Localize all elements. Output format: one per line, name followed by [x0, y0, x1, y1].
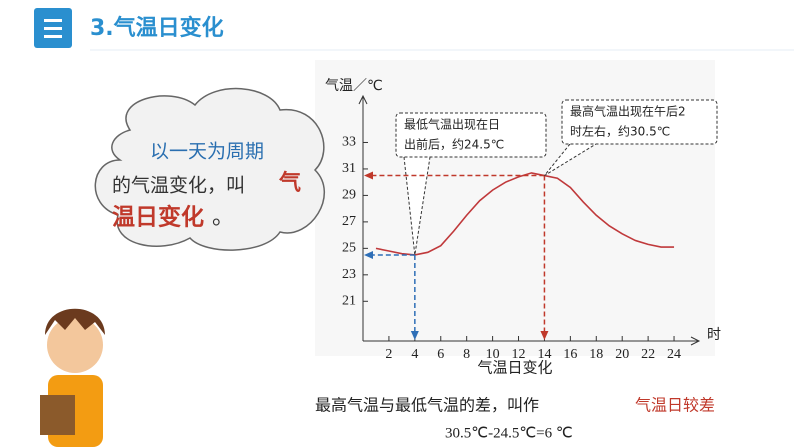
boy [40, 308, 105, 447]
callout-box [561, 99, 718, 145]
callout-pointer [544, 143, 597, 176]
y-axis-label: 气温／℃ [325, 78, 383, 94]
axis-arrow [358, 94, 368, 105]
y-tick-label: 25 [342, 241, 356, 256]
icon-line [44, 19, 62, 22]
y-tick-label: 21 [342, 294, 356, 309]
callout-text: 时左右，约30.5℃ [570, 124, 670, 139]
y-tick-label: 33 [342, 135, 356, 150]
bubble-red: 气 [278, 170, 301, 196]
guide-arrow [410, 331, 419, 340]
x-tick-label: 12 [512, 347, 526, 362]
boy-bag [40, 395, 75, 435]
footer-formula: 30.5℃-24.5℃=6 ℃ [445, 425, 573, 441]
x-tick-label: 16 [563, 347, 577, 362]
guide-arrow [540, 331, 549, 340]
bubble [94, 87, 326, 251]
x-tick-label: 6 [437, 347, 444, 362]
callout-text: 出前后，约24.5℃ [404, 137, 504, 152]
bubble-text: 。 [212, 205, 234, 230]
y-tick-label: 23 [342, 267, 356, 282]
y-tick-label: 31 [342, 161, 356, 176]
callout-box [395, 112, 547, 158]
callout-text: 最高气温出现在午后2 [570, 104, 686, 119]
y-tick-label: 29 [342, 188, 356, 203]
header-title: 3.气温日变化 [90, 15, 224, 41]
x-tick-label: 24 [667, 347, 681, 362]
footer-text: 最高气温与最低气温的差，叫作 [315, 396, 539, 415]
icon-line [44, 35, 62, 38]
boy-hair [45, 308, 105, 335]
axis-arrow [690, 336, 701, 346]
boy-face [47, 317, 103, 373]
guide-arrow [364, 250, 373, 259]
x-tick-label: 14 [537, 347, 551, 362]
callout-pointer [403, 156, 431, 256]
bubble-text: 的气温变化，叫 [112, 175, 245, 197]
x-tick-label: 2 [385, 347, 392, 362]
bubble-text: 以一天为周期 [150, 141, 264, 163]
x-tick-label: 20 [615, 347, 629, 362]
caption: 气温日变化 [477, 359, 552, 377]
y-tick-label: 27 [342, 214, 356, 229]
icon-line [44, 27, 62, 30]
x-tick-label: 8 [463, 347, 470, 362]
x-tick-label: 18 [589, 347, 603, 362]
x-tick-label: 4 [411, 347, 418, 362]
x-tick-label: 22 [641, 347, 655, 362]
guide-arrow [364, 171, 373, 180]
x-axis-label: 时 [707, 327, 721, 343]
callout-text: 最低气温出现在日 [404, 117, 500, 132]
footer-red: 气温日较差 [635, 396, 715, 415]
bubble-red: 温日变化 [112, 204, 204, 231]
x-tick-label: 10 [486, 347, 500, 362]
